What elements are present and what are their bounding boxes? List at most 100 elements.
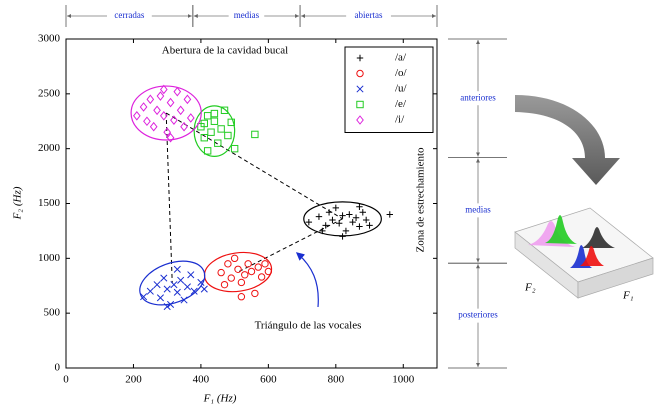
- point: [262, 261, 268, 267]
- y-tick-label: 1500: [38, 197, 61, 209]
- legend-label: /e/: [395, 98, 407, 110]
- y-tick-label: 500: [44, 307, 61, 319]
- point: [201, 286, 207, 292]
- x-tick-label: 400: [193, 374, 210, 386]
- y-axis-label: F₂ (Hz): [12, 186, 24, 220]
- point: [235, 266, 241, 272]
- point: [154, 281, 160, 287]
- point: [208, 129, 214, 135]
- triangle-edge: [166, 113, 172, 283]
- point: [157, 295, 163, 301]
- point: [204, 113, 210, 119]
- point: [161, 275, 167, 281]
- point: [258, 274, 264, 280]
- point: [336, 220, 342, 226]
- inset-f2-label: F₂: [524, 282, 536, 294]
- chart: F₂ F₁ F₁ (Hz) F₂ (Hz) 0 200 400 600 800 1000 0…: [0, 0, 656, 407]
- x-tick-label: 0: [63, 374, 69, 386]
- y-tick-label: 1000: [38, 252, 61, 264]
- point: [181, 123, 187, 131]
- point: [174, 289, 180, 295]
- triangle-edge: [166, 113, 342, 219]
- point: [238, 279, 244, 285]
- point: [188, 114, 194, 122]
- point: [353, 215, 359, 221]
- point: [188, 272, 194, 278]
- point: [238, 294, 244, 300]
- point: [329, 217, 335, 223]
- point: [245, 261, 251, 267]
- point: [177, 277, 183, 283]
- point: [157, 92, 163, 100]
- legend-label: /i/: [395, 114, 405, 126]
- point: [218, 269, 224, 275]
- point: [265, 268, 271, 274]
- point: [154, 106, 160, 114]
- point: [228, 275, 234, 281]
- point: [349, 219, 355, 225]
- point: [346, 211, 352, 217]
- point: [171, 281, 177, 287]
- legend-label: /o/: [395, 67, 408, 79]
- point: [363, 217, 369, 223]
- point: [184, 284, 190, 290]
- y-tick-label: 2000: [38, 142, 61, 154]
- point: [252, 290, 258, 296]
- point: [147, 95, 153, 103]
- y-tick-label: 0: [55, 362, 61, 374]
- point: [134, 112, 140, 120]
- zone-label: cerradas: [114, 10, 144, 20]
- point: [366, 222, 372, 228]
- cluster-ellipse: [131, 86, 201, 140]
- point: [231, 145, 237, 151]
- legend-label: /a/: [395, 52, 407, 64]
- point: [218, 126, 224, 132]
- point: [316, 213, 322, 219]
- point: [356, 223, 362, 229]
- page: F₂ F₁ F₁ (Hz) F₂ (Hz) 0 200 400 600 800 1000 0…: [0, 0, 656, 407]
- annotation-arrow: [297, 253, 318, 307]
- point: [255, 264, 261, 270]
- y-tick-label: 2500: [38, 87, 61, 99]
- inset-f1-label: F₁: [622, 290, 634, 302]
- point: [225, 261, 231, 267]
- point: [231, 255, 237, 261]
- point: [174, 266, 180, 272]
- zone-label: medias: [465, 204, 491, 214]
- x-axis-label: F₁ (Hz): [203, 393, 237, 405]
- point: [343, 228, 349, 234]
- point: [360, 209, 366, 215]
- point: [252, 131, 258, 137]
- point: [211, 118, 217, 124]
- x-tick-label: 200: [125, 374, 142, 386]
- zone-label: abiertas: [355, 10, 383, 20]
- annotation: Zona de estrechamiento: [415, 147, 427, 253]
- point: [164, 286, 170, 292]
- inset-3d: [515, 208, 653, 298]
- zone-label: medias: [234, 10, 260, 20]
- x-tick-label: 600: [260, 374, 277, 386]
- point: [333, 205, 339, 211]
- point: [387, 211, 393, 217]
- y-tick-label: 3000: [38, 33, 61, 45]
- point: [167, 99, 173, 107]
- point: [147, 288, 153, 294]
- curved-arrow: [515, 95, 620, 185]
- zone-label: posteriores: [458, 310, 498, 320]
- x-tick-label: 1000: [392, 374, 415, 386]
- point: [174, 88, 180, 96]
- point: [140, 103, 146, 111]
- point: [225, 132, 231, 138]
- zone-label: anteriores: [460, 92, 496, 102]
- point: [326, 209, 332, 215]
- point: [248, 268, 254, 274]
- x-tick-label: 800: [328, 374, 345, 386]
- legend-box: [345, 47, 433, 133]
- annotation: Triángulo de las vocales: [255, 320, 362, 332]
- point: [339, 233, 345, 239]
- point: [144, 117, 150, 125]
- point: [242, 272, 248, 278]
- legend-label: /u/: [395, 83, 408, 95]
- point: [177, 106, 183, 114]
- point: [306, 219, 312, 225]
